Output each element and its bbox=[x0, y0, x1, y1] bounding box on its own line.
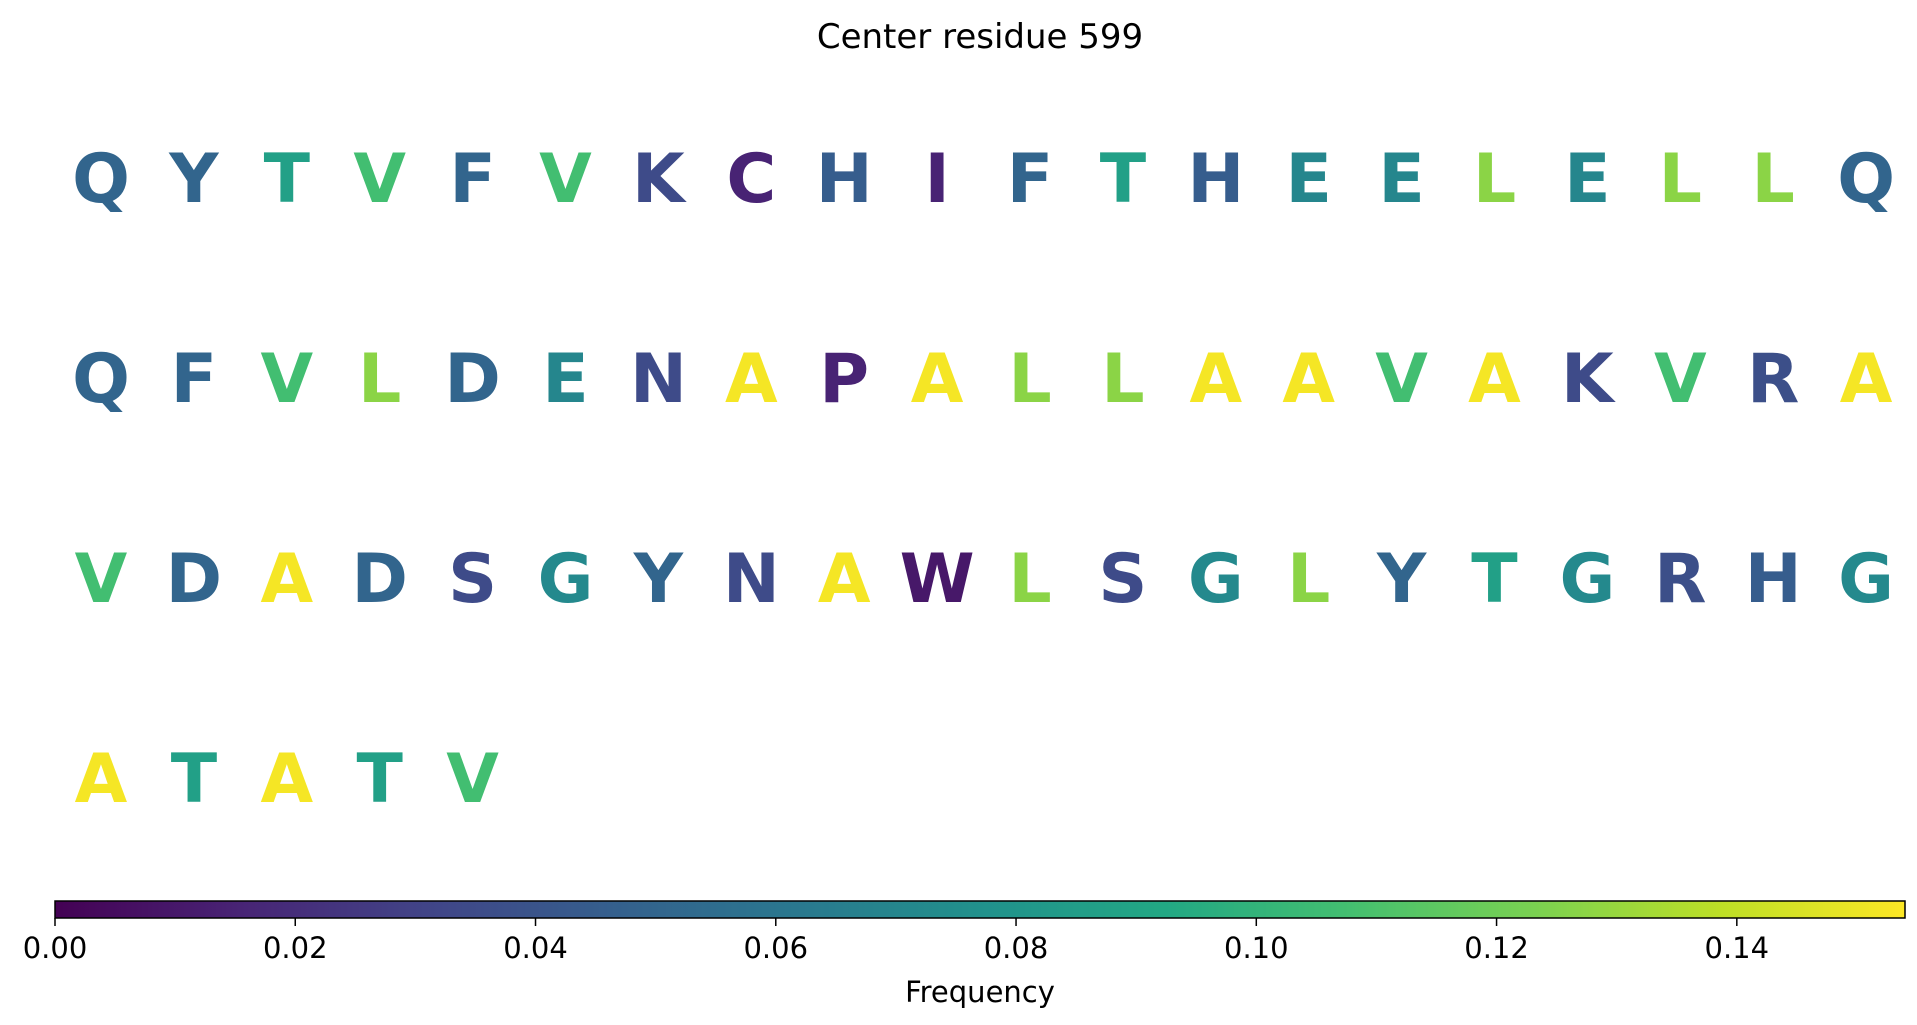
residue-letter: Q bbox=[1837, 140, 1895, 219]
residue-letter: T bbox=[264, 140, 311, 219]
residue-letter: E bbox=[1564, 140, 1610, 219]
residue-letter: Y bbox=[1376, 540, 1427, 619]
colorbar-tick-label: 0.12 bbox=[1464, 931, 1529, 965]
residue-letter: E bbox=[1378, 140, 1424, 219]
residue-letter: C bbox=[726, 140, 776, 219]
residue-letter: A bbox=[818, 540, 871, 619]
residue-letter: L bbox=[1008, 540, 1051, 619]
residue-letter: F bbox=[1007, 140, 1053, 219]
residue-letter: F bbox=[171, 340, 217, 419]
residue-letter: V bbox=[1375, 340, 1428, 419]
residue-letter: V bbox=[75, 540, 128, 619]
residue-letter: L bbox=[1008, 340, 1051, 419]
residue-letter: D bbox=[444, 340, 500, 419]
residue-letter: V bbox=[446, 740, 499, 819]
chart-title: Center residue 599 bbox=[817, 17, 1143, 57]
residue-letter: L bbox=[1101, 340, 1144, 419]
residue-letter: S bbox=[1098, 540, 1147, 619]
residue-letter: A bbox=[75, 740, 128, 819]
residue-letter: R bbox=[1747, 340, 1799, 419]
colorbar-ticks: 0.00 0.02 0.04 0.06 0.08 0.10 0.12 0.14 bbox=[23, 918, 1769, 965]
residue-letter: H bbox=[816, 140, 873, 219]
residue-letter: A bbox=[1189, 340, 1242, 419]
residue-letter: L bbox=[358, 340, 401, 419]
residue-letter: P bbox=[819, 340, 869, 419]
residue-letter: W bbox=[900, 540, 975, 619]
colorbar-tick-label: 0.10 bbox=[1224, 931, 1289, 965]
sequence-letters: Q Y T V F V K C H I F T H E E L E L L QQ F V L D E N A P A L L A A V A K V R A… bbox=[72, 140, 1895, 819]
residue-letter: D bbox=[166, 540, 222, 619]
residue-letter: A bbox=[1282, 340, 1335, 419]
residue-letter: E bbox=[542, 340, 588, 419]
residue-letter: N bbox=[723, 540, 780, 619]
colorbar-label: Frequency bbox=[905, 975, 1055, 1009]
residue-letter: A bbox=[911, 340, 964, 419]
residue-letter: V bbox=[539, 140, 592, 219]
residue-letter: T bbox=[171, 740, 218, 819]
residue-letter: G bbox=[1188, 540, 1244, 619]
residue-letter: F bbox=[449, 140, 495, 219]
residue-letter: T bbox=[1100, 140, 1147, 219]
residue-letter: Q bbox=[72, 340, 130, 419]
residue-letter: N bbox=[630, 340, 687, 419]
residue-letter: A bbox=[1468, 340, 1521, 419]
residue-letter: A bbox=[260, 740, 313, 819]
colorbar-tick-label: 0.06 bbox=[743, 931, 808, 965]
residue-letter: T bbox=[1471, 540, 1518, 619]
colorbar-gradient bbox=[54, 900, 1906, 919]
residue-letter: A bbox=[1840, 340, 1893, 419]
residue-letter: V bbox=[353, 140, 406, 219]
residue-letter: H bbox=[1187, 140, 1244, 219]
colorbar: 0.00 0.02 0.04 0.06 0.08 0.10 0.12 0.14 Frequen… bbox=[23, 900, 1906, 1009]
residue-letter: L bbox=[1752, 140, 1795, 219]
residue-letter: Q bbox=[72, 140, 130, 219]
colorbar-tick-label: 0.02 bbox=[263, 931, 328, 965]
residue-letter: T bbox=[357, 740, 404, 819]
residue-letter: H bbox=[1745, 540, 1802, 619]
residue-letter: Y bbox=[168, 140, 219, 219]
residue-letter: G bbox=[1838, 540, 1894, 619]
residue-letter: A bbox=[725, 340, 778, 419]
residue-letter: A bbox=[260, 540, 313, 619]
residue-letter: L bbox=[1287, 540, 1330, 619]
residue-letter: K bbox=[1561, 340, 1616, 419]
colorbar-tick-label: 0.00 bbox=[23, 931, 88, 965]
residue-letter: L bbox=[1659, 140, 1702, 219]
colorbar-tick-label: 0.04 bbox=[503, 931, 568, 965]
colorbar-tick-label: 0.08 bbox=[984, 931, 1049, 965]
residue-letter: V bbox=[260, 340, 313, 419]
residue-letter: Y bbox=[633, 540, 684, 619]
residue-letter: L bbox=[1473, 140, 1516, 219]
colorbar-tick-label: 0.14 bbox=[1705, 931, 1770, 965]
residue-letter: S bbox=[448, 540, 497, 619]
residue-letter: G bbox=[538, 540, 594, 619]
residue-letter: D bbox=[351, 540, 407, 619]
residue-letter: R bbox=[1654, 540, 1706, 619]
residue-letter: G bbox=[1559, 540, 1615, 619]
residue-letter: I bbox=[924, 140, 949, 219]
residue-letter: V bbox=[1654, 340, 1707, 419]
residue-letter: K bbox=[632, 140, 687, 219]
residue-letter: E bbox=[1285, 140, 1331, 219]
